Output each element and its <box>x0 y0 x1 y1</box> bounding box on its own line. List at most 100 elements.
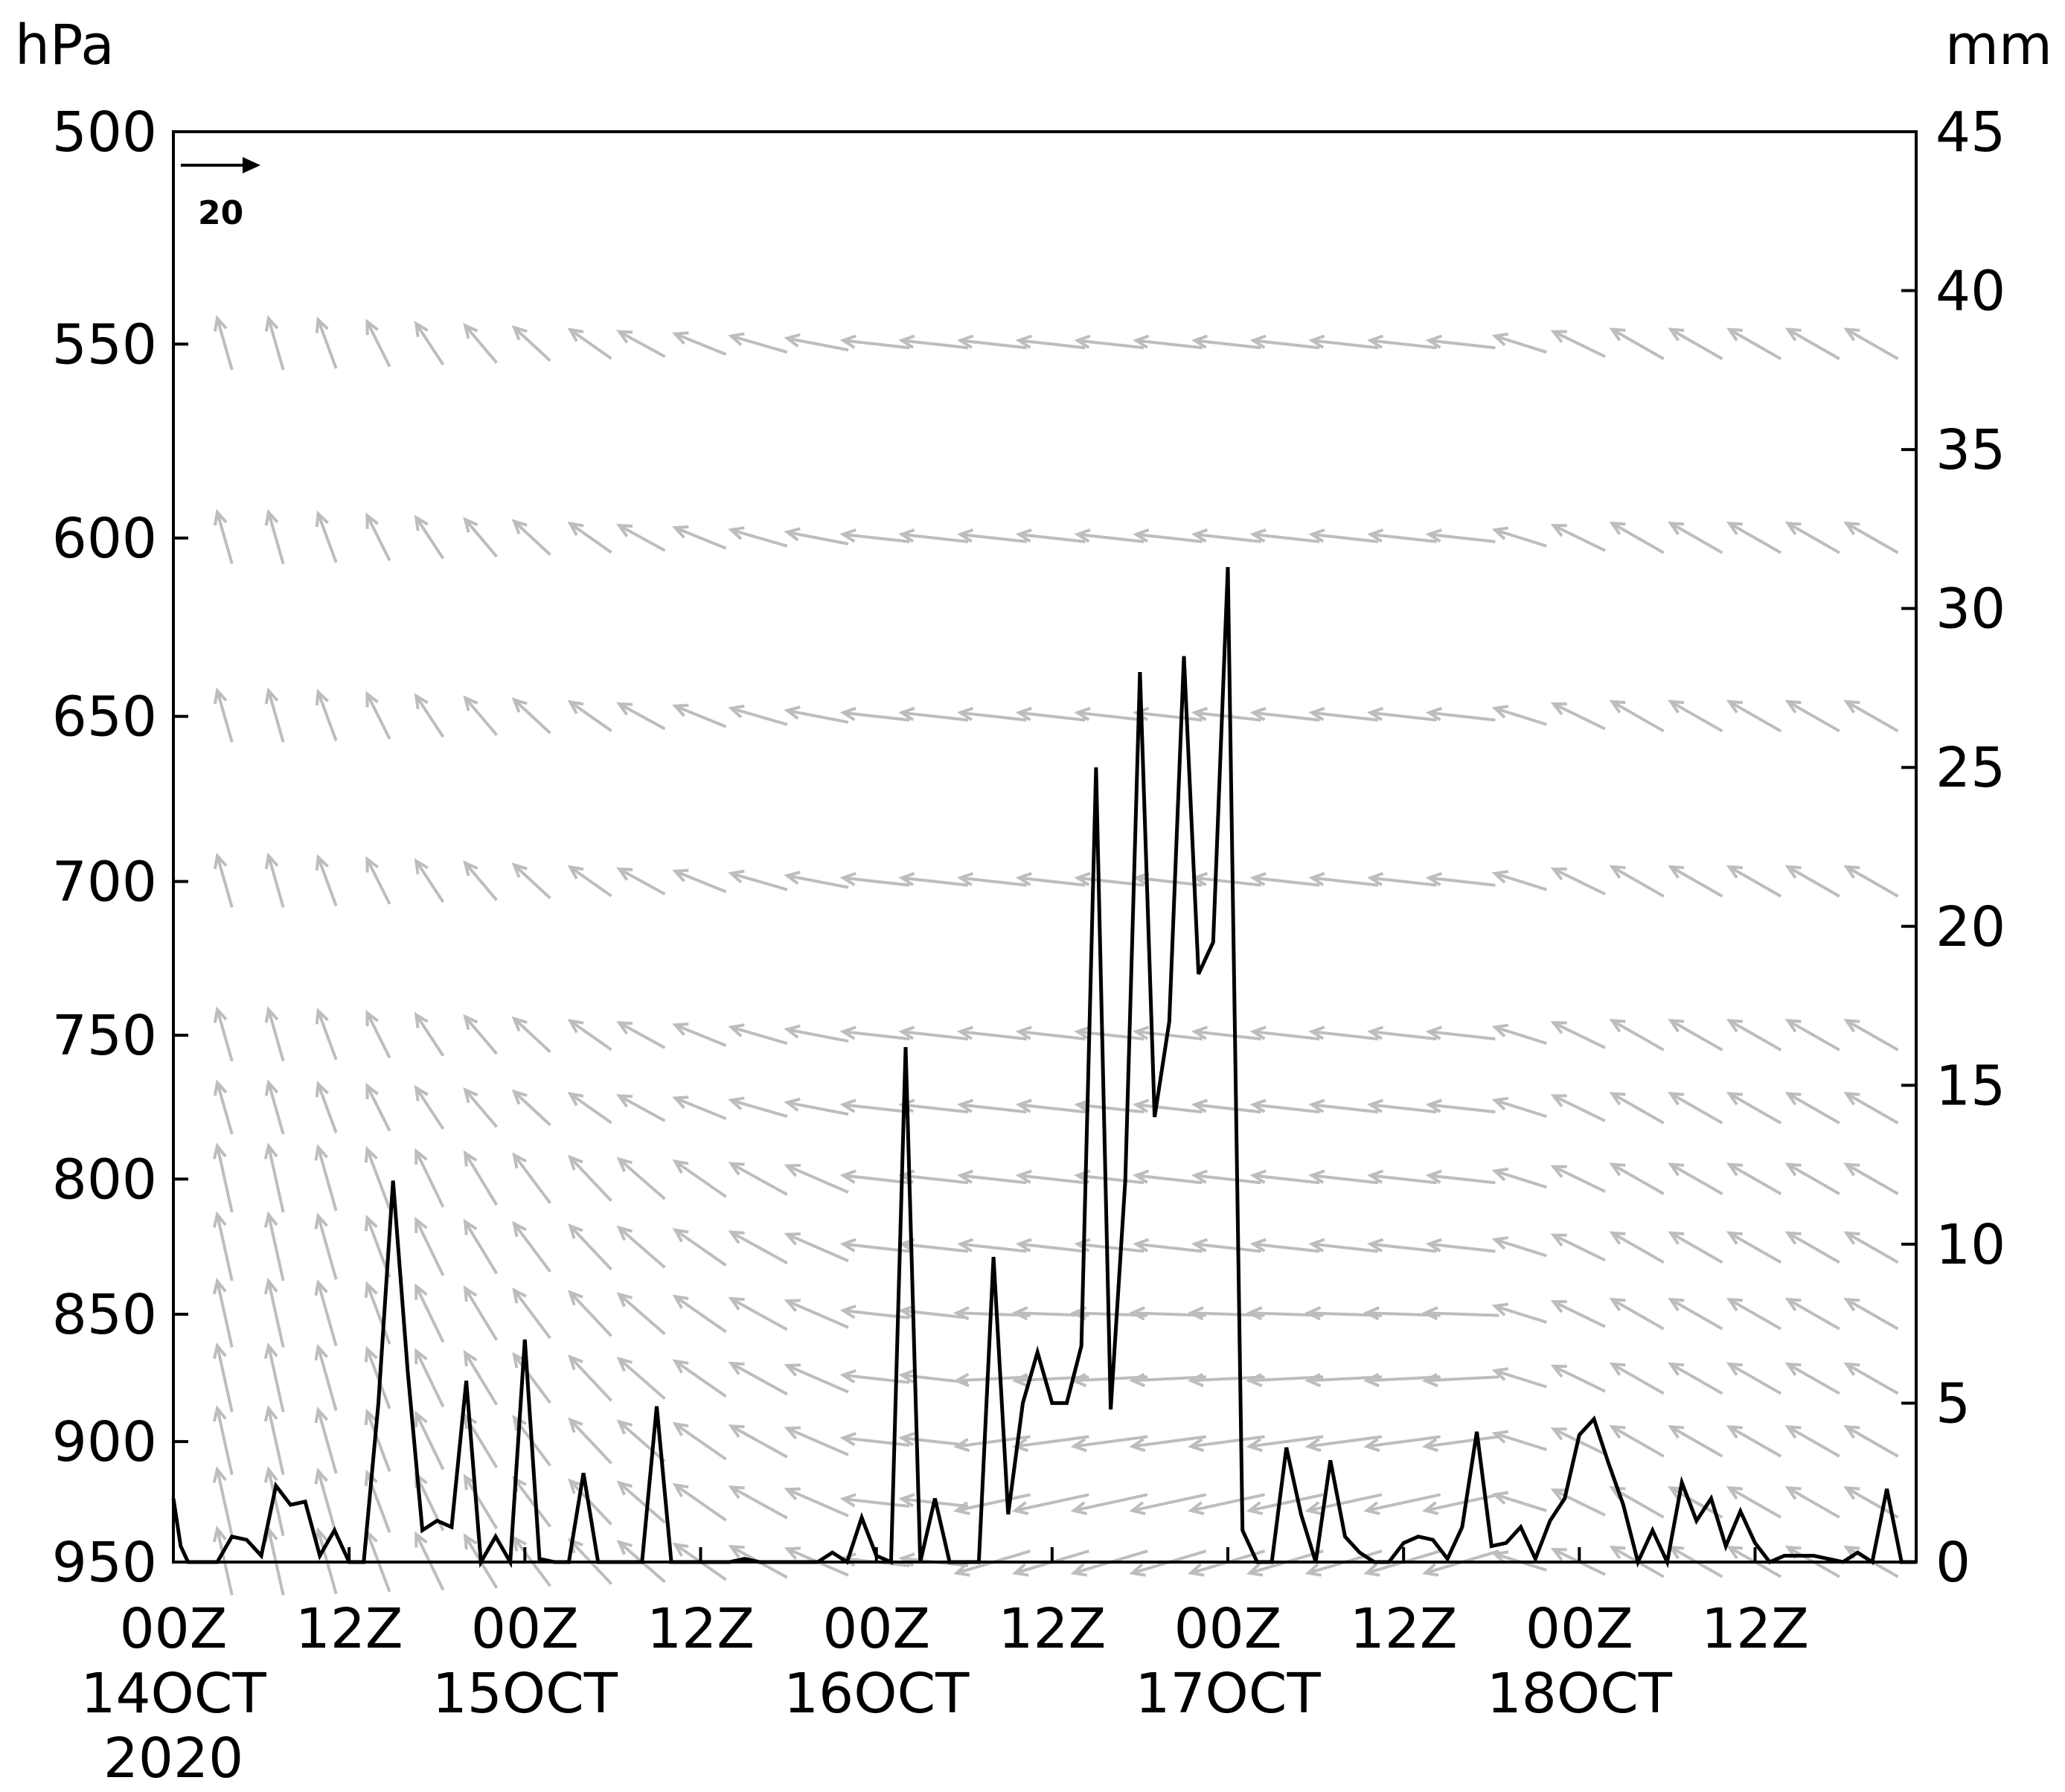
wind-vector <box>1609 1162 1665 1195</box>
wind-vector <box>512 1287 551 1340</box>
wind-vector <box>1133 1238 1203 1253</box>
wind-vector <box>264 315 285 371</box>
wind-vector <box>1668 1019 1723 1052</box>
wind-vector <box>212 1405 234 1476</box>
wind-vector <box>1308 1098 1379 1114</box>
wind-vector <box>1784 865 1840 898</box>
wind-vector <box>414 514 445 560</box>
wind-vector <box>414 1410 445 1471</box>
wind-vector <box>568 1417 613 1465</box>
wind-vector <box>1129 1493 1207 1516</box>
wind-vector <box>1609 700 1665 733</box>
wind-vector <box>1726 327 1782 360</box>
wind-vector <box>1015 1238 1086 1253</box>
wind-vector <box>1074 334 1144 350</box>
wind-vector <box>1726 1162 1782 1195</box>
wind-vector <box>512 1476 551 1528</box>
wind-vector <box>567 1092 612 1124</box>
wind-vector <box>1191 334 1261 350</box>
wind-vector <box>1784 1425 1840 1458</box>
wind-vector <box>672 1095 727 1121</box>
wind-vector <box>1191 1098 1261 1114</box>
wind-vector <box>1308 1169 1379 1185</box>
wind-vector <box>672 703 727 729</box>
wind-vector <box>568 1478 613 1526</box>
x-tick-label: 18OCT <box>1487 1662 1673 1726</box>
wind-vector <box>1249 1169 1320 1185</box>
wind-vector <box>784 527 849 545</box>
wind-vector <box>1011 1493 1089 1516</box>
wind-vector <box>1843 1231 1899 1264</box>
wind-vector <box>1491 1236 1547 1258</box>
right-tick-label: 40 <box>1936 260 2005 324</box>
x-tick-label: 00Z <box>1174 1597 1282 1661</box>
wind-vector <box>1191 1238 1261 1253</box>
wind-vector <box>616 330 666 358</box>
reference-wind-vector: 20 <box>181 157 260 232</box>
wind-vector <box>1609 1362 1665 1395</box>
wind-vector <box>511 1016 551 1054</box>
wind-vector <box>314 1468 338 1535</box>
wind-vector <box>1367 334 1437 350</box>
wind-vector <box>898 1098 969 1114</box>
wind-vector <box>616 1094 666 1122</box>
wind-vector <box>1843 700 1899 733</box>
wind-vector <box>1668 327 1723 360</box>
wind-vector <box>414 1148 445 1208</box>
wind-vector <box>512 1152 551 1204</box>
wind-vector <box>1249 528 1320 543</box>
wind-vector <box>511 519 551 556</box>
wind-vector <box>1491 1096 1547 1119</box>
wind-vector <box>1668 1162 1723 1195</box>
x-tick-label: 12Z <box>998 1597 1106 1661</box>
wind-vector <box>898 1432 969 1447</box>
wind-vector <box>1367 1098 1437 1114</box>
wind-vector <box>1726 1231 1782 1264</box>
wind-vector <box>1015 871 1086 887</box>
precipitation-line <box>171 567 1916 1569</box>
wind-vector <box>784 1024 849 1043</box>
wind-vector <box>1491 705 1547 726</box>
wind-vector <box>1668 865 1723 898</box>
wind-vector <box>1843 1297 1899 1331</box>
wind-vector <box>728 704 788 726</box>
wind-vector <box>1308 706 1379 722</box>
wind-vector <box>839 1169 910 1185</box>
wind-vector <box>1726 700 1782 733</box>
wind-vector <box>1421 1435 1499 1453</box>
wind-vector <box>1550 867 1606 896</box>
right-precipitation-axis: 0 5 10 15 20 25 30 35 40 45 <box>1901 100 2005 1595</box>
wind-vector <box>784 1426 849 1456</box>
wind-vector <box>898 706 969 722</box>
wind-vector <box>463 1150 499 1206</box>
wind-vector <box>1308 334 1379 350</box>
wind-vector <box>1015 334 1086 350</box>
x-tick-label: 12Z <box>1350 1597 1458 1661</box>
wind-vector <box>1668 1297 1723 1331</box>
left-tick-label: 500 <box>52 100 157 164</box>
wind-vector <box>1491 1167 1547 1189</box>
wind-vector <box>1491 1430 1547 1451</box>
wind-vector <box>1843 521 1899 554</box>
wind-vector <box>212 1142 234 1213</box>
wind-vector <box>728 1485 788 1520</box>
wind-vector <box>264 852 285 908</box>
wind-vector <box>1246 1435 1324 1453</box>
wind-vector <box>728 1023 788 1045</box>
wind-vector <box>1425 871 1496 887</box>
wind-vector <box>728 1296 788 1331</box>
left-axis-unit-label: hPa <box>15 13 115 77</box>
wind-vector <box>364 1408 391 1472</box>
wind-vector <box>1668 1362 1723 1395</box>
x-tick-label: 17OCT <box>1135 1662 1321 1726</box>
wind-vector <box>956 1025 1027 1041</box>
wind-vector <box>365 319 391 368</box>
wind-vector <box>728 1162 788 1196</box>
reference-vector-label: 20 <box>198 194 243 232</box>
wind-vector <box>839 1098 910 1114</box>
x-tick-label: 2020 <box>103 1727 243 1791</box>
wind-vector <box>463 1349 499 1406</box>
wind-vector <box>567 1019 612 1052</box>
wind-vector <box>1550 1364 1606 1393</box>
wind-vector <box>839 1369 910 1384</box>
